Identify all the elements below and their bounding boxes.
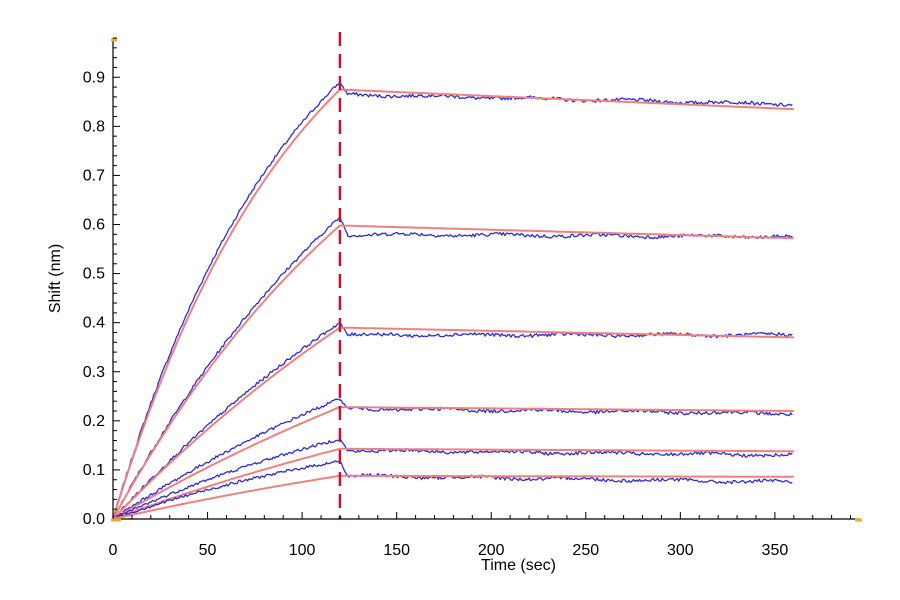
- y-tick-label: 0.3: [83, 364, 105, 381]
- y-tick-label: 0.5: [83, 266, 105, 283]
- x-tick-label: 250: [572, 542, 599, 559]
- y-tick-label: 0.7: [83, 167, 105, 184]
- plot-area: [112, 32, 794, 521]
- fit-curve: [112, 447, 794, 520]
- fit-curve: [112, 406, 794, 520]
- measured-curve: [112, 460, 793, 521]
- x-axis-title: Time (sec): [481, 557, 556, 574]
- x-tick-label: 300: [667, 542, 694, 559]
- y-tick-label: 0.2: [83, 413, 105, 430]
- axis-ticks: [111, 37, 862, 522]
- measured-curve: [112, 398, 793, 519]
- x-tick-label: 50: [199, 542, 217, 559]
- y-tick-label: 0.0: [83, 511, 105, 528]
- x-tick-label: 150: [383, 542, 410, 559]
- x-tick-label: 200: [478, 542, 505, 559]
- fit-curve: [112, 88, 794, 520]
- y-tick-label: 0.8: [83, 118, 105, 135]
- tick-labels: 0.0 0.1 0.2 0.3 0.4 0.5 0.6 0.7 0.8 0.9 0 50 100 150 2…: [83, 69, 789, 559]
- x-tick-label: 100: [289, 542, 316, 559]
- fit-curve: [112, 474, 794, 520]
- y-tick-label: 0.1: [83, 462, 105, 479]
- x-tick-label: 0: [109, 542, 118, 559]
- measured-curve: [112, 216, 793, 519]
- axes: [112, 38, 860, 520]
- y-axis-title: Shift (nm): [47, 244, 64, 313]
- y-tick-label: 0.9: [83, 69, 105, 86]
- fit-curve: [112, 224, 794, 520]
- measured-curve: [112, 438, 793, 520]
- y-tick-label: 0.4: [83, 315, 105, 332]
- x-tick-label: 350: [762, 542, 789, 559]
- y-tick-label: 0.6: [83, 217, 105, 234]
- fit-curve: [112, 326, 794, 520]
